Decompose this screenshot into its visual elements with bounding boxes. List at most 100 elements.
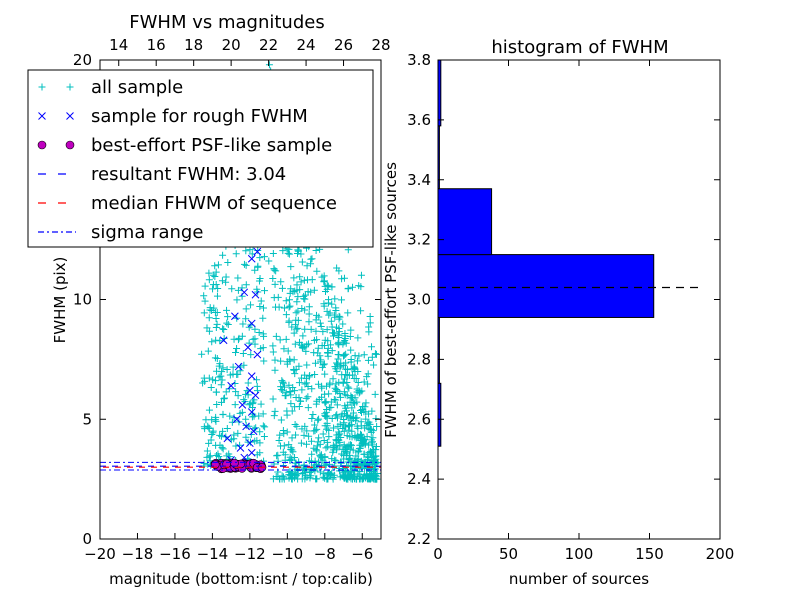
scatter-point-plus — [360, 408, 368, 416]
scatter-point-plus — [297, 439, 305, 447]
scatter-point-plus — [339, 379, 347, 387]
scatter-point-plus — [298, 475, 306, 483]
scatter-y-tick-label: 5 — [82, 410, 92, 428]
scatter-point-cross — [38, 112, 46, 120]
scatter-point-plus — [273, 452, 281, 460]
scatter-point-plus — [308, 450, 316, 458]
scatter-point-plus — [302, 347, 310, 355]
scatter-point-plus — [369, 438, 377, 446]
scatter-point-plus — [360, 351, 368, 359]
scatter-point-cross — [238, 401, 247, 409]
scatter-point-plus — [270, 460, 278, 468]
scatter-point-plus — [323, 326, 331, 334]
scatter-x-tick-label: −8 — [314, 545, 336, 563]
scatter-point-plus — [287, 391, 295, 399]
scatter-point-plus — [215, 373, 223, 381]
scatter-point-plus — [212, 417, 220, 425]
scatter-point-plus — [308, 465, 316, 473]
scatter-point-plus — [282, 311, 290, 319]
scatter-top-tick-label: 24 — [297, 36, 316, 54]
scatter-point-plus — [295, 402, 303, 410]
scatter-point-cross — [227, 381, 235, 390]
scatter-point-plus — [213, 354, 221, 362]
scatter-point-cross — [253, 350, 262, 359]
scatter-point-plus — [340, 351, 348, 359]
scatter-point-plus — [232, 388, 240, 396]
scatter-point-plus — [318, 384, 326, 392]
scatter-point-plus — [271, 356, 279, 364]
scatter-point-plus — [280, 304, 288, 312]
scatter-point-plus — [325, 433, 333, 441]
histogram-bar — [437, 254, 655, 318]
scatter-point-plus — [354, 378, 362, 386]
scatter-title: FWHM vs magnitudes — [129, 12, 324, 33]
scatter-point-cross — [240, 288, 249, 297]
scatter-point-plus — [244, 379, 252, 387]
scatter-point-cross — [234, 362, 243, 371]
scatter-point-plus — [279, 448, 287, 456]
scatter-point-plus — [298, 386, 306, 394]
scatter-top-tick-label: 14 — [109, 36, 128, 54]
scatter-point-plus — [213, 320, 221, 328]
scatter-point-plus — [242, 281, 250, 289]
scatter-point-plus — [269, 348, 277, 356]
scatter-point-plus — [368, 472, 376, 480]
scatter-point-plus — [344, 383, 352, 391]
scatter-point-plus — [230, 414, 238, 422]
scatter-point-plus — [279, 247, 287, 255]
scatter-point-plus — [247, 351, 255, 359]
scatter-point-plus — [367, 471, 375, 479]
scatter-point-plus — [284, 249, 292, 257]
scatter-point-plus — [211, 262, 219, 270]
scatter-point-plus — [220, 325, 228, 333]
scatter-point-plus — [214, 261, 222, 269]
scatter-point-cross — [66, 112, 74, 120]
histogram-y-tick-label: 2.4 — [407, 470, 431, 488]
scatter-point-plus — [366, 448, 374, 456]
scatter-point-plus — [287, 263, 295, 271]
scatter-point-plus — [372, 415, 380, 423]
scatter-point-plus — [365, 410, 373, 418]
scatter-point-plus — [366, 319, 374, 327]
legend-label: median FHWM of sequence — [91, 193, 337, 214]
scatter-point-plus — [317, 323, 325, 331]
scatter-x-tick-label: −12 — [234, 545, 266, 563]
scatter-point-plus — [279, 378, 287, 386]
scatter-point-plus — [356, 441, 364, 449]
scatter-point-plus — [251, 266, 259, 274]
scatter-point-plus — [327, 403, 335, 411]
scatter-point-plus — [373, 459, 381, 467]
scatter-point-plus — [357, 462, 365, 470]
scatter-point-plus — [336, 389, 344, 397]
scatter-point-plus — [370, 361, 378, 369]
scatter-point-plus — [219, 427, 227, 435]
scatter-point-plus — [301, 325, 309, 333]
scatter-point-plus — [291, 387, 299, 395]
scatter-point-plus — [285, 381, 293, 389]
scatter-point-plus — [256, 254, 264, 262]
scatter-point-plus — [255, 328, 263, 336]
scatter-y-tick-label: 10 — [73, 291, 92, 309]
scatter-point-plus — [259, 304, 267, 312]
scatter-point-plus — [205, 374, 213, 382]
scatter-point-plus — [285, 250, 293, 258]
scatter-point-plus — [325, 390, 333, 398]
scatter-point-cross — [247, 408, 256, 416]
scatter-point-plus — [291, 420, 299, 428]
histogram-y-tick-label: 2.8 — [407, 350, 431, 368]
scatter-point-plus — [333, 411, 341, 419]
scatter-point-plus — [335, 267, 343, 275]
scatter-point-plus — [311, 359, 319, 367]
scatter-point-plus — [312, 400, 320, 408]
scatter-point-plus — [346, 421, 354, 429]
scatter-point-plus — [331, 384, 339, 392]
scatter-point-plus — [344, 401, 352, 409]
scatter-point-plus — [353, 398, 361, 406]
scatter-point-plus — [217, 432, 225, 440]
scatter-point-plus — [209, 285, 217, 293]
scatter-point-plus — [347, 467, 355, 475]
scatter-point-plus — [66, 83, 74, 91]
scatter-point-plus — [261, 287, 269, 295]
scatter-point-plus — [346, 454, 354, 462]
scatter-point-cross — [232, 415, 241, 424]
